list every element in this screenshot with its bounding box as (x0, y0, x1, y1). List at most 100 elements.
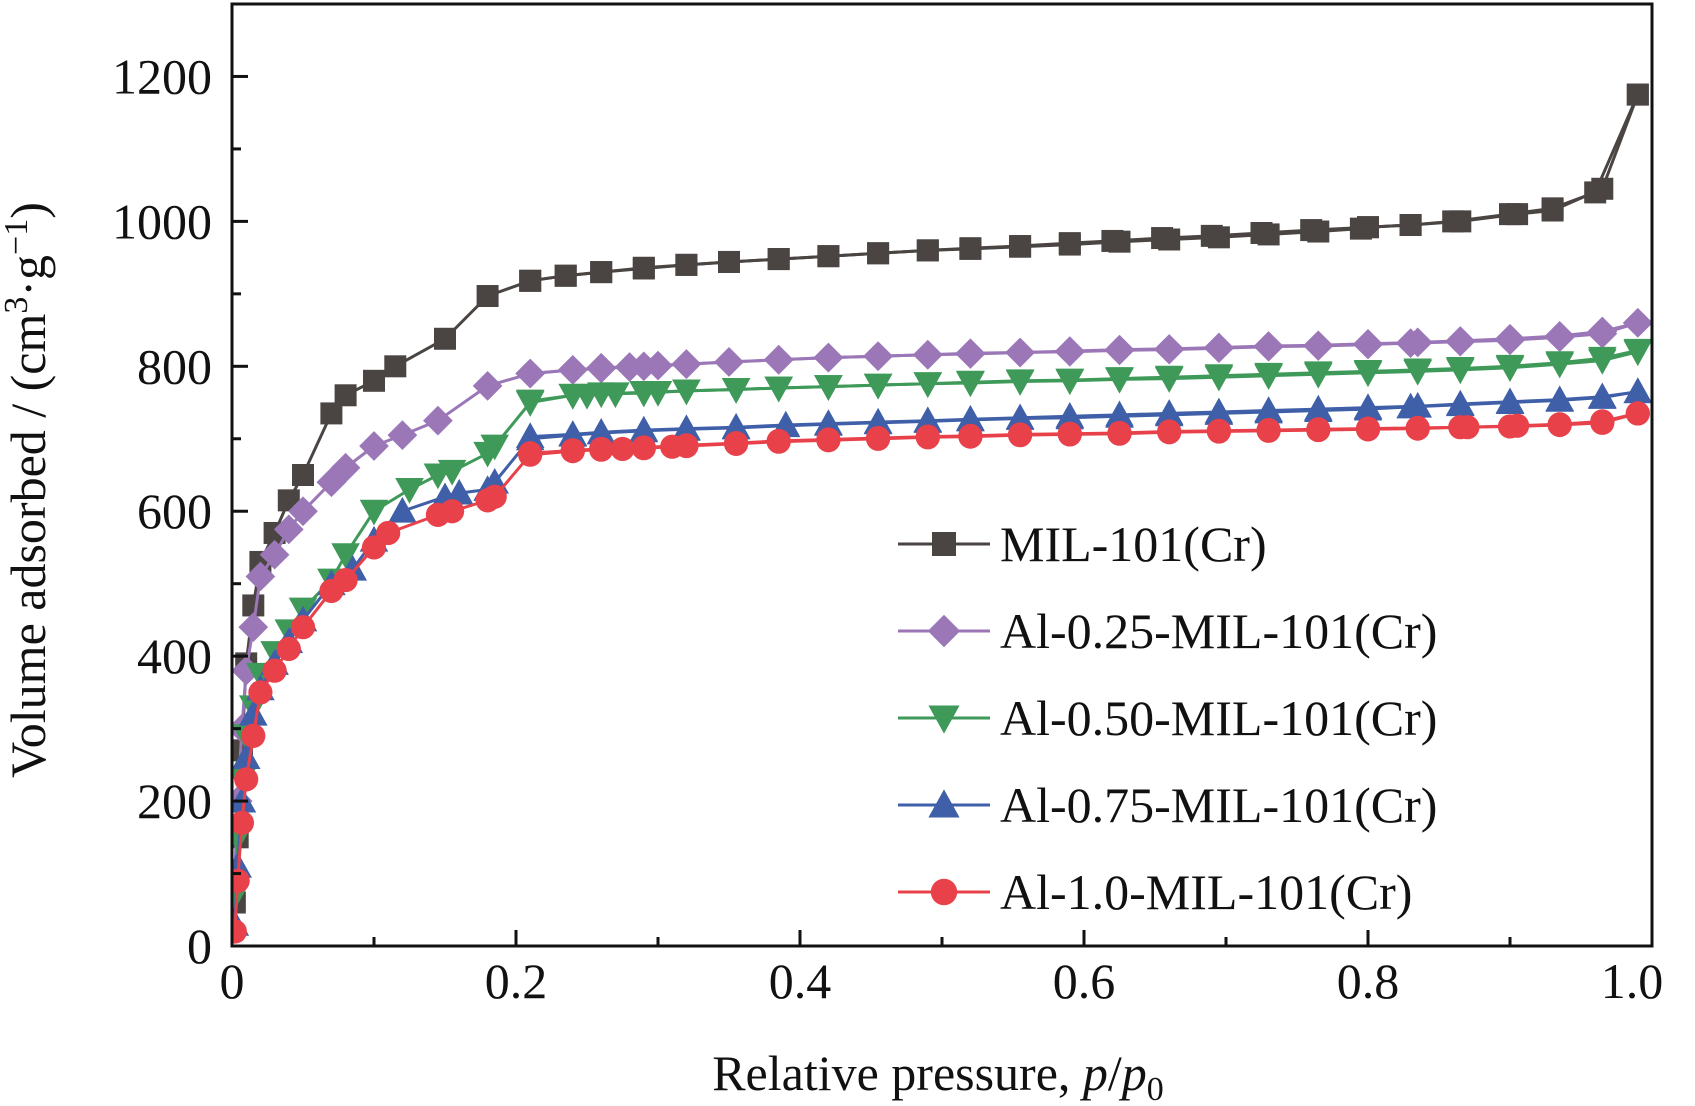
data-point (1104, 334, 1135, 365)
y-tick-label: 1200 (112, 48, 212, 104)
data-point (387, 420, 418, 450)
data-point (1455, 415, 1480, 440)
x-axis-title: Relative pressure, p/p0 (712, 1045, 1164, 1106)
data-point (913, 406, 943, 433)
legend-marker (932, 532, 956, 556)
data-point (1055, 402, 1085, 428)
data-point (586, 382, 616, 409)
data-point (1623, 338, 1652, 365)
data-point (290, 615, 316, 640)
data-point (515, 358, 546, 389)
data-point (1399, 214, 1422, 237)
data-point (1625, 401, 1650, 426)
data-point (628, 351, 659, 382)
data-point (273, 514, 304, 545)
data-point (956, 404, 985, 431)
data-point (1547, 412, 1572, 437)
data-point (1506, 203, 1529, 226)
data-point (1154, 365, 1184, 392)
data-point (955, 338, 986, 369)
data-point (586, 417, 616, 444)
data-point (363, 369, 385, 392)
legend-label: Al-0.75-MIL-101(Cr) (1000, 777, 1437, 833)
legend-marker (928, 705, 960, 734)
data-point (1446, 357, 1475, 383)
data-point (276, 636, 301, 662)
data-point (766, 428, 791, 454)
data-point (814, 409, 843, 435)
y-tick-label: 600 (137, 483, 212, 539)
data-point (1253, 331, 1284, 361)
data-point (724, 431, 749, 456)
data-point (866, 425, 891, 451)
data-point (1403, 391, 1432, 418)
data-point (863, 341, 893, 372)
x-tick-label: 0 (220, 953, 245, 1009)
data-point (560, 438, 585, 463)
data-point (1622, 307, 1652, 338)
data-point (334, 384, 357, 407)
data-point (1541, 199, 1564, 222)
data-point (437, 459, 467, 486)
data-point (1545, 385, 1574, 412)
data-point (1306, 417, 1331, 442)
data-point (395, 478, 424, 504)
data-point (330, 452, 361, 483)
data-point (242, 594, 265, 617)
data-point (1154, 399, 1184, 425)
data-point (238, 612, 269, 643)
data-point (671, 349, 702, 379)
data-point (1105, 367, 1134, 393)
data-point (359, 431, 389, 461)
data-point (1105, 400, 1134, 427)
data-point (590, 261, 613, 284)
data-point (672, 414, 701, 441)
data-point (763, 344, 794, 375)
data-point (1300, 219, 1323, 242)
data-point (912, 339, 943, 370)
data-point (1495, 323, 1525, 354)
data-point (434, 327, 456, 350)
data-point (1403, 358, 1432, 385)
legend-label: Al-0.25-MIL-101(Cr) (1000, 603, 1437, 659)
data-point (1254, 396, 1283, 422)
data-point (376, 520, 401, 546)
data-point (1587, 316, 1618, 347)
data-point (1204, 364, 1234, 391)
data-point (1005, 403, 1035, 430)
data-point (1353, 359, 1383, 386)
data-point (234, 767, 259, 792)
data-point (472, 371, 503, 401)
y-tick-label: 0 (187, 918, 212, 974)
x-tick-label: 0.6 (1053, 953, 1116, 1009)
data-point (721, 378, 751, 404)
data-point (1005, 337, 1035, 368)
data-point (867, 242, 890, 265)
data-point (958, 423, 983, 448)
data-point (331, 543, 360, 570)
legend-marker (930, 878, 958, 906)
data-point (388, 496, 417, 523)
data-point (292, 464, 314, 486)
legend-marker (927, 614, 961, 648)
data-point (558, 420, 588, 446)
data-point (1505, 413, 1530, 438)
data-point (589, 436, 614, 462)
legend-item: Al-1.0-MIL-101(Cr) (898, 864, 1412, 920)
x-tick-label: 0.4 (769, 953, 832, 1009)
data-point (262, 658, 287, 683)
data-point (232, 810, 255, 835)
data-point (1204, 397, 1234, 424)
data-point (232, 743, 261, 770)
data-point (557, 355, 588, 385)
data-point (1355, 416, 1381, 441)
data-point (320, 402, 343, 425)
data-point (259, 539, 290, 570)
data-point (916, 239, 939, 262)
legend-label: MIL-101(Cr) (1000, 516, 1267, 572)
data-point (423, 405, 453, 436)
data-point (1588, 346, 1617, 373)
data-point (232, 655, 262, 686)
data-point (1200, 224, 1223, 247)
data-point (959, 237, 982, 260)
